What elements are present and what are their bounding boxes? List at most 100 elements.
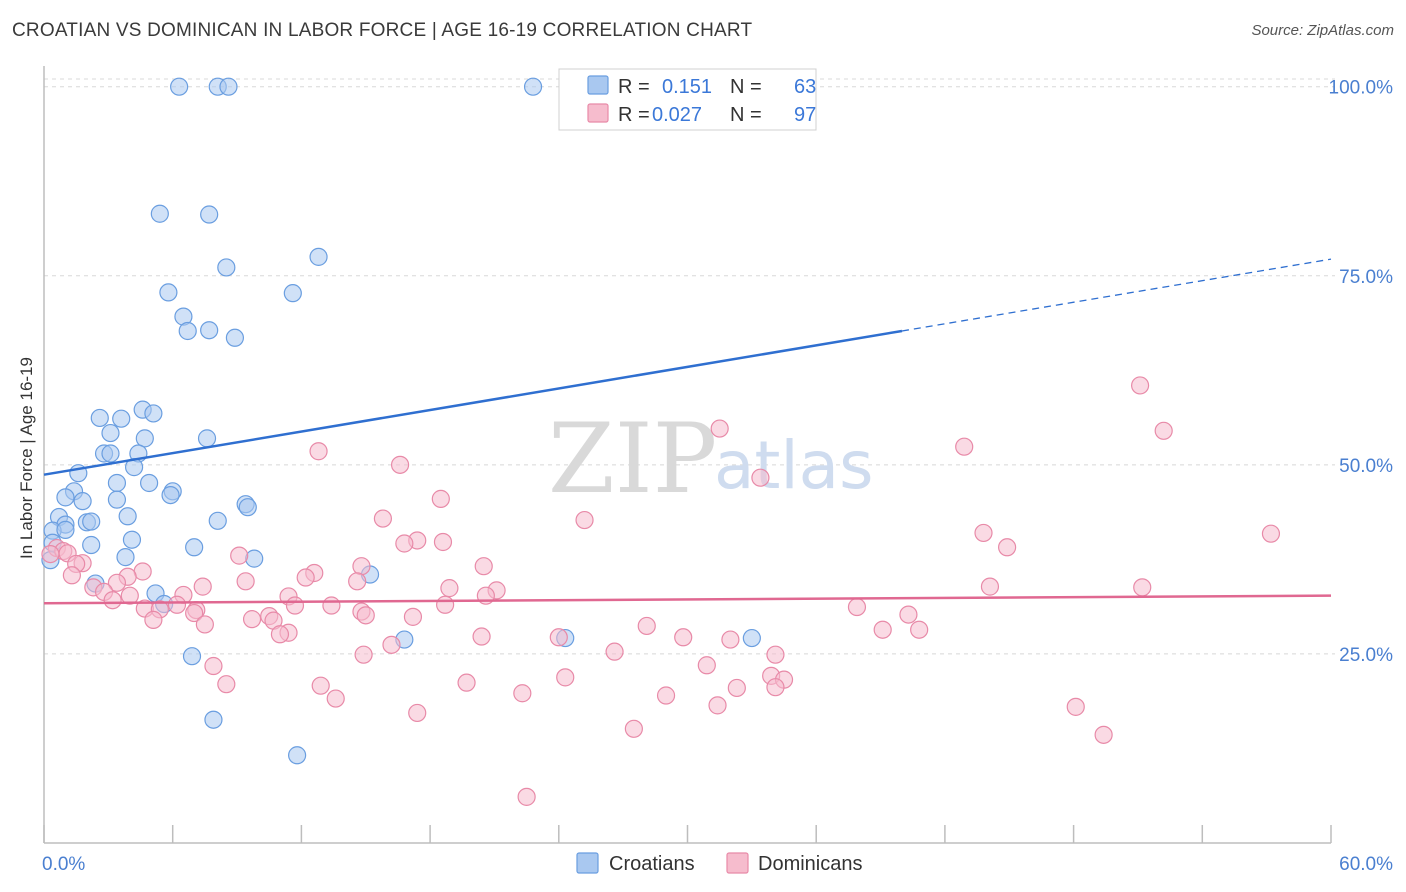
croatian-point	[208, 511, 227, 530]
croatian-point	[112, 409, 131, 428]
dominican-point	[193, 577, 212, 596]
croatian-point	[135, 429, 154, 448]
croatian-point	[182, 647, 202, 666]
croatian-point	[283, 284, 302, 303]
croatian-point	[245, 549, 264, 568]
dominican-point	[217, 675, 236, 694]
x-tick-label-min: 0.0%	[42, 854, 85, 875]
dominican-point	[980, 577, 1000, 596]
dominican-point	[408, 703, 427, 723]
dominican-point	[285, 596, 305, 615]
croatian-point	[140, 473, 159, 493]
croatian-point	[107, 473, 127, 493]
dominican-point	[373, 509, 393, 528]
croatian-point	[309, 247, 328, 266]
croatian-point	[523, 77, 543, 96]
y-tick-label-100: 100.0%	[1329, 78, 1394, 99]
dominican-point	[513, 684, 532, 703]
dominican-point	[605, 642, 624, 661]
croatian-point	[82, 535, 101, 555]
dominican-point	[144, 610, 163, 629]
dominican-point	[440, 579, 459, 598]
watermark-zip: ZIP	[548, 403, 717, 515]
dominican-point	[751, 468, 770, 487]
dominican-point	[697, 656, 716, 675]
dominican-point	[395, 534, 414, 553]
dominican-point	[41, 544, 60, 564]
dominican-point	[575, 510, 594, 530]
dominican-point	[974, 523, 993, 543]
dominican-point	[242, 610, 262, 629]
dominican-point	[348, 572, 367, 591]
croatian-point	[225, 328, 245, 347]
dominican-point	[474, 557, 493, 576]
dominican-point	[721, 630, 740, 649]
dominican-point	[296, 568, 315, 587]
series-legend: Croatians Dominicans	[576, 852, 862, 875]
dominican-point	[382, 635, 401, 654]
dominican-point	[1261, 524, 1281, 543]
dominican-trend-line	[43, 594, 1332, 605]
croatian-point	[116, 548, 135, 567]
watermark: ZIP atlas	[548, 403, 874, 515]
croatians-legend-swatch	[576, 852, 599, 874]
croatian-point	[200, 205, 219, 224]
dominican-point	[472, 627, 491, 646]
dominican-point	[309, 442, 328, 461]
dominicans-legend-label: Dominicans	[758, 853, 862, 875]
croatian-point	[82, 512, 101, 531]
chart-title: CROATIAN VS DOMINICAN IN LABOR FORCE | A…	[12, 20, 753, 41]
stats-legend: R = 0.151 N = 63 R = 0.027 N = 97	[558, 68, 817, 131]
dominican-point	[656, 686, 676, 705]
dominican-point	[236, 572, 255, 591]
croatian-trend-extension	[901, 258, 1332, 332]
trend-lines	[43, 258, 1332, 605]
dominican-point	[433, 532, 453, 552]
croatian-point	[185, 538, 204, 557]
y-tick-labels: 25.0% 50.0% 75.0% 100.0%	[1329, 78, 1394, 666]
croatian-n-label: N =	[730, 76, 762, 98]
dominican-r-label: R =	[618, 104, 650, 126]
croatian-point	[161, 485, 180, 505]
dominican-point	[167, 595, 187, 614]
dominican-point	[431, 489, 450, 508]
dominican-point	[356, 606, 375, 625]
dominican-points	[41, 376, 1281, 806]
y-axis-label: In Labor Force | Age 16-19	[17, 357, 36, 559]
dominican-point	[403, 607, 423, 626]
dominican-point	[436, 595, 455, 614]
dominican-point	[899, 605, 918, 624]
dominican-point	[390, 455, 410, 474]
croatian-point	[107, 490, 127, 509]
croatian-point	[56, 488, 75, 507]
gridlines	[44, 78, 1335, 655]
axes	[43, 66, 1332, 844]
croatian-n-value: 63	[794, 76, 816, 98]
y-tick-label-25: 25.0%	[1339, 645, 1393, 666]
croatian-point	[150, 204, 169, 223]
croatian-point	[118, 507, 137, 526]
dominican-point	[624, 719, 643, 738]
croatian-point	[288, 746, 307, 765]
dominican-point	[107, 573, 127, 592]
dominican-point	[270, 625, 290, 644]
croatian-point	[73, 492, 92, 511]
croatian-point	[204, 710, 223, 729]
dominican-point	[120, 586, 139, 605]
dominican-point	[326, 689, 345, 708]
croatian-point	[56, 520, 75, 539]
dominicans-legend-swatch	[726, 852, 749, 874]
dominican-point	[766, 645, 785, 664]
dominican-point	[230, 546, 249, 565]
dominican-point	[674, 628, 693, 647]
y-tick-label-75: 75.0%	[1339, 267, 1393, 288]
dominican-point	[727, 678, 746, 698]
croatian-point	[101, 423, 120, 443]
croatian-r-value: 0.151	[662, 76, 712, 98]
dominican-point	[549, 628, 568, 647]
dominican-point	[708, 696, 727, 715]
dominican-point	[637, 616, 656, 636]
dominican-point	[955, 437, 974, 456]
dominican-point	[1066, 697, 1085, 716]
